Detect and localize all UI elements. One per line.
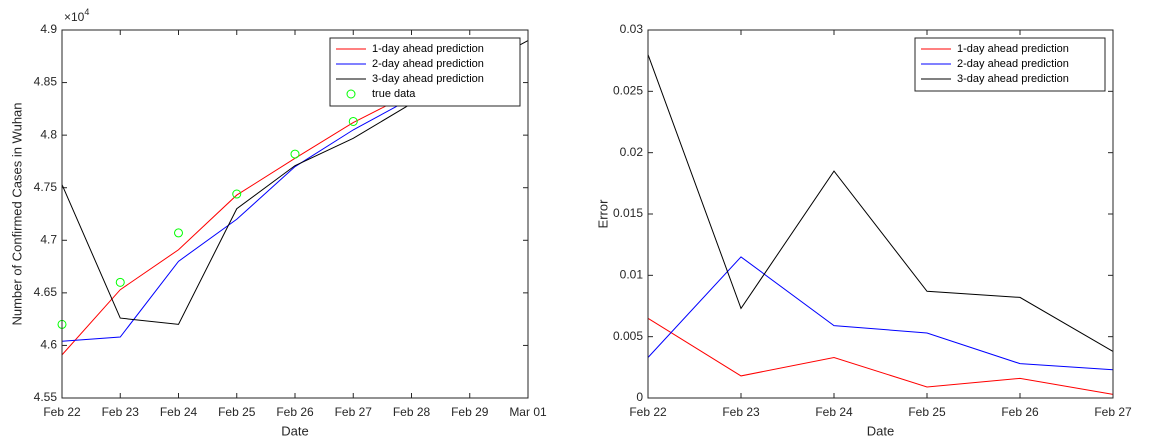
- y-axis-label: Error: [595, 199, 610, 229]
- x-tick-label: Feb 26: [276, 405, 314, 419]
- x-tick-label: Feb 22: [629, 405, 667, 419]
- x-tick-label: Feb 22: [43, 405, 81, 419]
- multiplier-base: ×10: [64, 10, 85, 24]
- y-tick-label: 0.03: [620, 22, 644, 36]
- x-tick-label: Feb 27: [1094, 405, 1132, 419]
- y-multiplier: ×104: [64, 7, 89, 24]
- data-point: [232, 189, 242, 199]
- x-axis-label: Date: [867, 423, 894, 438]
- y-tick-label: 0.005: [613, 329, 643, 343]
- y-tick-label: 4.75: [34, 180, 58, 194]
- data-point: [115, 277, 125, 287]
- y-tick-label: 0: [636, 390, 643, 404]
- legend-marker: [346, 89, 356, 99]
- y-axis-label: Number of Confirmed Cases in Wuhan: [9, 102, 24, 325]
- legend-label: 1-day ahead prediction: [372, 43, 484, 55]
- y-tick-label: 4.8: [40, 127, 57, 141]
- legend: 1-day ahead prediction 2-day ahead predic…: [329, 37, 521, 107]
- series-line: [647, 317, 1114, 395]
- x-tick-label: Feb 23: [102, 405, 140, 419]
- series-line: [61, 97, 412, 342]
- y-tick-label: 0.02: [620, 145, 644, 159]
- x-tick-label: Feb 26: [1001, 405, 1039, 419]
- legend-label: 3-day ahead prediction: [957, 73, 1069, 85]
- data-point: [290, 149, 300, 159]
- x-tick-label: Feb 24: [815, 405, 853, 419]
- legend-label: true data: [372, 88, 416, 100]
- data-point: [174, 228, 183, 238]
- y-tick-label: 4.7: [40, 232, 57, 246]
- x-tick-label: Feb 27: [335, 405, 373, 419]
- legend-label: 1-day ahead prediction: [957, 43, 1069, 55]
- multiplier-exponent: 4: [84, 7, 89, 17]
- x-tick-label: Feb 28: [393, 405, 431, 419]
- y-tick-label: 0.01: [620, 268, 644, 282]
- x-tick-label: Feb 23: [722, 405, 760, 419]
- series-line: [647, 54, 1114, 352]
- y-tick-label: 4.65: [34, 285, 58, 299]
- axes: 4.55 4.6 4.65 4.7 4.75 4.8 4.85 4.9 Feb 22 Feb 23…: [9, 7, 547, 438]
- legend-label: 2-day ahead prediction: [957, 58, 1069, 70]
- series-line: [61, 92, 412, 356]
- legend: 1-day ahead prediction 2-day ahead predic…: [914, 37, 1106, 92]
- y-tick-label: 4.55: [34, 390, 58, 404]
- x-tick-label: Feb 24: [160, 405, 198, 419]
- x-axis-label: Date: [281, 423, 308, 438]
- x-tick-label: Feb 29: [451, 405, 489, 419]
- y-tick-label: 4.9: [40, 22, 57, 36]
- legend-label: 2-day ahead prediction: [372, 58, 484, 70]
- legend-label: 3-day ahead prediction: [372, 73, 484, 85]
- y-tick-label: 4.85: [34, 75, 58, 89]
- axes: 0 0.005 0.01 0.015 0.02 0.025 0.03 Feb 22 Feb 23…: [595, 22, 1132, 438]
- axes-box: [647, 29, 1114, 399]
- x-tick-label: Feb 25: [908, 405, 946, 419]
- y-tick-label: 4.6: [40, 338, 57, 352]
- axes-box: [61, 29, 529, 399]
- y-tick-label: 0.015: [613, 206, 643, 220]
- series-line: [647, 256, 1114, 371]
- y-tick-label: 0.025: [613, 84, 643, 98]
- x-tick-label: Mar 01: [509, 405, 547, 419]
- data-point: [348, 116, 358, 126]
- x-tick-label: Feb 25: [218, 405, 256, 419]
